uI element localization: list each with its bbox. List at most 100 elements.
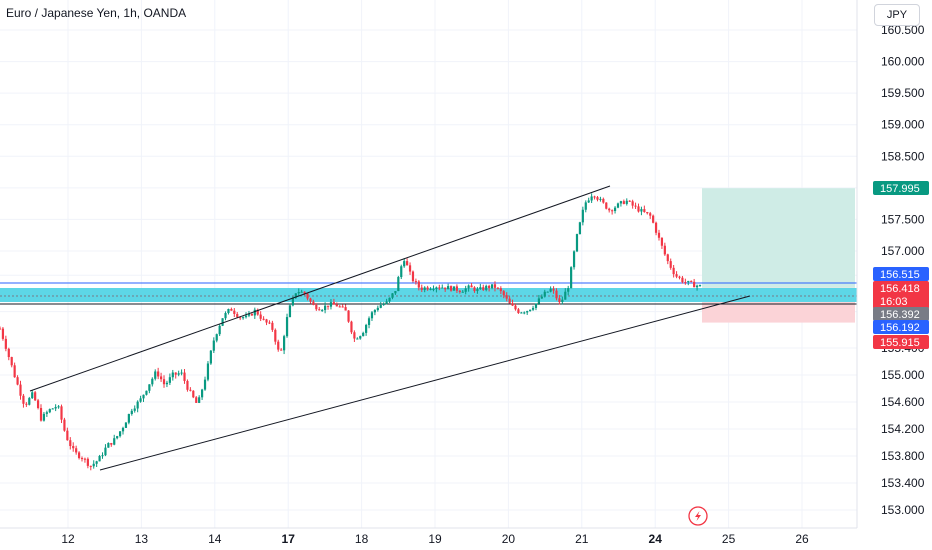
time-axis[interactable]: 12 13 14 17 18 19 20 21 24 25 26 bbox=[61, 532, 809, 546]
candle-body bbox=[669, 261, 672, 268]
candle-body bbox=[42, 413, 46, 421]
price-tick-label: 159.000 bbox=[881, 118, 925, 132]
candle-body bbox=[16, 377, 19, 385]
price-tick-label: 154.200 bbox=[881, 422, 925, 436]
candle-body bbox=[86, 458, 89, 466]
candle-body bbox=[485, 285, 488, 290]
candle-body bbox=[157, 371, 160, 377]
candle-body bbox=[116, 436, 119, 439]
time-tick-label: 20 bbox=[502, 532, 516, 546]
candle-body bbox=[303, 291, 306, 294]
candle-body bbox=[537, 298, 541, 304]
candle-body bbox=[681, 277, 684, 283]
support-band[interactable] bbox=[0, 288, 857, 302]
chart-title: Euro / Japanese Yen, 1h, OANDA bbox=[6, 6, 187, 20]
candle-body bbox=[698, 284, 702, 286]
candle-body bbox=[420, 287, 423, 290]
time-tick-label: 17 bbox=[282, 532, 296, 546]
candle-body bbox=[1, 328, 5, 339]
candle-body bbox=[285, 317, 289, 337]
price-tag bbox=[873, 181, 929, 195]
candle-body bbox=[523, 312, 526, 314]
candle-body bbox=[13, 365, 16, 378]
candle-body bbox=[444, 287, 447, 290]
candle-body bbox=[51, 408, 54, 410]
candle-body bbox=[675, 274, 678, 277]
candle-body bbox=[244, 315, 248, 318]
candle-body bbox=[10, 357, 13, 366]
candle-body bbox=[625, 200, 628, 204]
currency-button[interactable]: JPY bbox=[874, 4, 920, 26]
candle-body bbox=[666, 254, 669, 262]
time-tick-label: 21 bbox=[575, 532, 589, 546]
price-tick-label: 157.500 bbox=[881, 212, 925, 226]
candle-body bbox=[511, 303, 514, 306]
candle-body bbox=[394, 291, 397, 294]
price-tick-label: 155.000 bbox=[881, 368, 925, 382]
candle-body bbox=[25, 403, 28, 405]
candle-body bbox=[640, 209, 643, 212]
candle-body bbox=[531, 307, 535, 310]
candle-body bbox=[66, 430, 69, 441]
price-tag-label: 156.515 bbox=[880, 269, 920, 281]
candle-body bbox=[388, 297, 391, 302]
candle-body bbox=[458, 290, 461, 292]
candle-body bbox=[69, 440, 72, 447]
candle-body bbox=[168, 377, 171, 383]
candle-body bbox=[247, 313, 251, 316]
candle-body bbox=[209, 350, 212, 364]
candle-body bbox=[599, 198, 602, 200]
candle-body bbox=[159, 376, 163, 380]
candle-body bbox=[206, 363, 210, 380]
candle-body bbox=[110, 443, 113, 445]
candle-body bbox=[151, 378, 154, 385]
candle-body bbox=[564, 291, 567, 300]
candle-body bbox=[499, 288, 502, 292]
candle-body bbox=[359, 336, 362, 339]
time-tick-label: 18 bbox=[355, 532, 369, 546]
candle-body bbox=[572, 251, 576, 268]
candle-body bbox=[312, 301, 315, 305]
lower-channel-line[interactable] bbox=[99, 295, 751, 471]
candle-body bbox=[189, 389, 192, 391]
position-zones[interactable] bbox=[0, 188, 857, 323]
candle-body bbox=[180, 372, 183, 374]
candle-body bbox=[426, 287, 429, 290]
candle-body bbox=[561, 299, 564, 303]
candle-body bbox=[637, 206, 640, 212]
candle-body bbox=[271, 322, 274, 330]
candle-body bbox=[584, 202, 587, 210]
candle-body bbox=[570, 267, 573, 289]
flash-icon[interactable] bbox=[688, 506, 708, 526]
candle-body bbox=[31, 392, 34, 399]
candle-body bbox=[335, 304, 338, 307]
trend-lines[interactable] bbox=[29, 185, 751, 471]
candle-body bbox=[80, 458, 84, 460]
upper-channel-line[interactable] bbox=[29, 185, 611, 392]
candle-body bbox=[482, 287, 485, 290]
price-tag-label: 156.418 bbox=[880, 283, 920, 295]
candle-body bbox=[332, 302, 335, 305]
candle-body bbox=[215, 334, 218, 341]
price-tick-label: 160.000 bbox=[881, 55, 925, 69]
candle-body bbox=[101, 455, 104, 457]
candle-body bbox=[613, 207, 617, 212]
candle-body bbox=[619, 201, 623, 204]
candle-body bbox=[476, 289, 479, 292]
price-tick-label: 154.600 bbox=[881, 395, 925, 409]
candle-body bbox=[514, 305, 517, 310]
candle-body bbox=[558, 298, 561, 303]
candle-body bbox=[133, 408, 136, 411]
candle-body bbox=[165, 382, 169, 385]
candle-body bbox=[280, 349, 283, 351]
candle-body bbox=[587, 200, 590, 203]
candle-body bbox=[230, 309, 233, 311]
price-tags: 157.995 156.515 156.41816:03156.392156.192… bbox=[873, 181, 929, 349]
take-profit-zone[interactable] bbox=[702, 188, 855, 288]
price-tick-label: 158.500 bbox=[881, 149, 925, 163]
time-tick-label: 13 bbox=[135, 532, 149, 546]
candle-body bbox=[45, 412, 48, 414]
candle-body bbox=[365, 324, 368, 333]
candle-body bbox=[350, 321, 353, 333]
